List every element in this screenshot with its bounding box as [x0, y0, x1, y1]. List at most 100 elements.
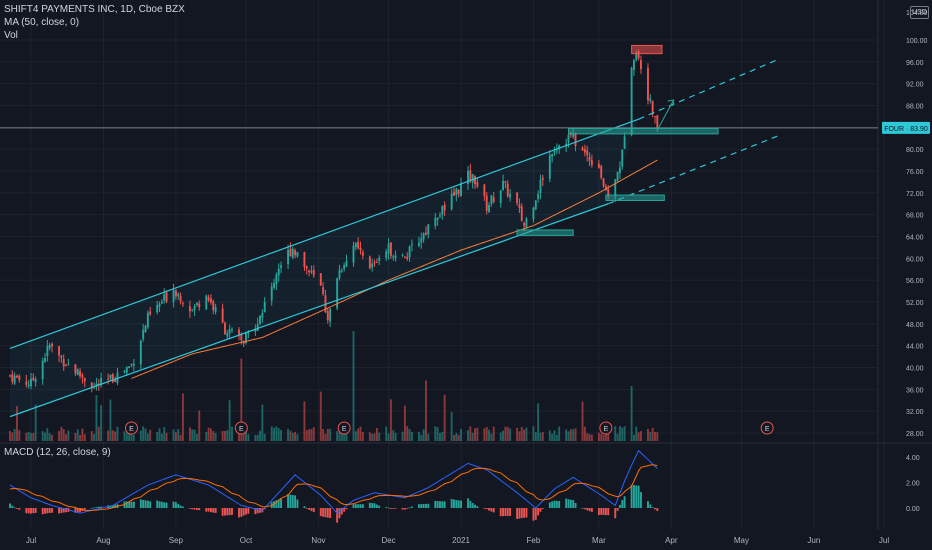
volume-bar: [296, 434, 299, 441]
macd-histogram-bar: [516, 508, 519, 520]
volume-bar: [280, 429, 283, 441]
volume-bar: [139, 430, 142, 441]
macd-histogram-bar: [174, 502, 177, 508]
macd-histogram-bar: [443, 501, 446, 508]
macd-line: [9, 449, 658, 514]
macd-histogram-bar: [83, 508, 86, 510]
macd-histogram-bar: [58, 508, 60, 514]
volume-bar: [172, 429, 175, 441]
candle-body: [490, 195, 493, 204]
macd-histogram-bar: [373, 503, 376, 508]
macd-histogram-bar: [205, 508, 208, 512]
macd-histogram-bar: [539, 508, 542, 512]
macd-histogram-bar: [558, 501, 561, 508]
candle-body: [635, 52, 638, 61]
volume-bar: [425, 380, 427, 441]
volume-bar: [417, 431, 420, 441]
candle-body: [532, 207, 535, 220]
volume-bar: [76, 429, 79, 441]
candle-body: [158, 303, 161, 307]
volume-bar: [504, 426, 507, 441]
macd-histogram-bar: [553, 500, 556, 508]
macd-histogram-bar: [410, 506, 413, 508]
candle-body: [305, 266, 308, 269]
candle-body: [144, 326, 147, 332]
candle-body: [523, 222, 526, 226]
macd-histogram-bar: [179, 505, 182, 508]
volume-bar: [240, 358, 243, 441]
macd-histogram-bar: [76, 508, 79, 513]
time-axis[interactable]: Jul Aug Sep Oct Nov Dec 2021 Feb Mar Apr May Jun Jul: [26, 536, 889, 545]
macd-histogram-bar: [490, 508, 493, 512]
volume-bar: [181, 393, 184, 441]
candle-body: [588, 156, 591, 161]
macd-axis[interactable]: 4.00 2.00 0.00: [906, 455, 920, 513]
zone-rectangle: [568, 127, 719, 135]
candle-body: [273, 283, 275, 288]
macd-histogram-bar: [238, 508, 240, 518]
volume-bar: [602, 434, 605, 441]
macd-histogram-bar: [109, 505, 112, 508]
macd-histogram-bar: [654, 508, 656, 510]
macd-histogram-bar: [439, 501, 441, 508]
macd-histogram-bar: [403, 508, 406, 510]
volume-bar: [345, 427, 348, 441]
macd-histogram-bar: [198, 508, 201, 511]
candle-body: [394, 255, 397, 259]
macd-histogram-bar: [240, 508, 243, 517]
candle-body: [616, 171, 619, 181]
macd-histogram-bar: [471, 503, 474, 508]
volume-bar: [635, 426, 638, 441]
currency-badge[interactable]: USD: [910, 6, 929, 19]
volume-bar: [537, 403, 540, 441]
price-axis[interactable]: 104.00100.0096.0092.0088.0084.0080.0076.…: [882, 10, 930, 438]
macd-histogram-bar: [392, 508, 395, 509]
candle-body: [130, 364, 133, 366]
macd-histogram-bar: [422, 503, 425, 508]
macd-histogram-bar: [378, 505, 381, 508]
volume-bar: [291, 432, 294, 441]
volume-bar: [525, 427, 528, 441]
candle-body: [602, 178, 605, 187]
volume-bar: [231, 426, 233, 441]
volume-bar: [436, 427, 439, 441]
macd-histogram-bar: [567, 499, 570, 508]
candle-body: [614, 179, 617, 197]
channel-area: [9, 119, 639, 417]
macd-histogram-bar: [226, 508, 229, 516]
macd-histogram-bar: [651, 507, 654, 508]
macd-histogram-bar: [460, 500, 462, 508]
symbol-title[interactable]: SHIFT4 PAYMENTS INC, 1D, Cboe BZX: [4, 4, 185, 15]
candle-body: [368, 256, 371, 269]
volume-legend[interactable]: Vol: [4, 30, 18, 41]
macd-histogram-bar: [647, 501, 649, 508]
price-tick-label: 96.00: [906, 60, 924, 67]
ma-legend[interactable]: MA (50, close, 0): [4, 17, 80, 28]
candle-body: [340, 270, 343, 272]
macd-histogram-bar: [474, 504, 476, 508]
macd-histogram-bar: [291, 495, 294, 508]
earnings-marker-label: E: [239, 426, 244, 433]
macd-histogram-bar: [361, 504, 364, 508]
trend-drawings[interactable]: [0, 44, 878, 418]
macd-histogram-bar: [16, 508, 18, 509]
candle-body: [207, 297, 210, 301]
macd-histogram-bar: [483, 508, 486, 509]
volume-bar: [441, 431, 444, 441]
volume-bar: [224, 430, 226, 441]
volume-bar: [160, 433, 163, 441]
candle-body: [375, 262, 378, 264]
macd-legend[interactable]: MACD (12, 26, close, 9): [4, 447, 111, 458]
macd-histogram-bar: [457, 500, 460, 508]
candle-body: [247, 332, 250, 334]
volume-bar: [329, 428, 332, 441]
candle-body: [548, 155, 551, 179]
macd-histogram-bar: [158, 501, 161, 508]
candle-body: [270, 286, 273, 301]
volume-bar: [336, 431, 339, 441]
macd-histogram-bar: [518, 508, 521, 519]
volume-bar: [523, 429, 526, 441]
volume-bar: [467, 430, 469, 441]
volume-bar: [322, 429, 325, 441]
